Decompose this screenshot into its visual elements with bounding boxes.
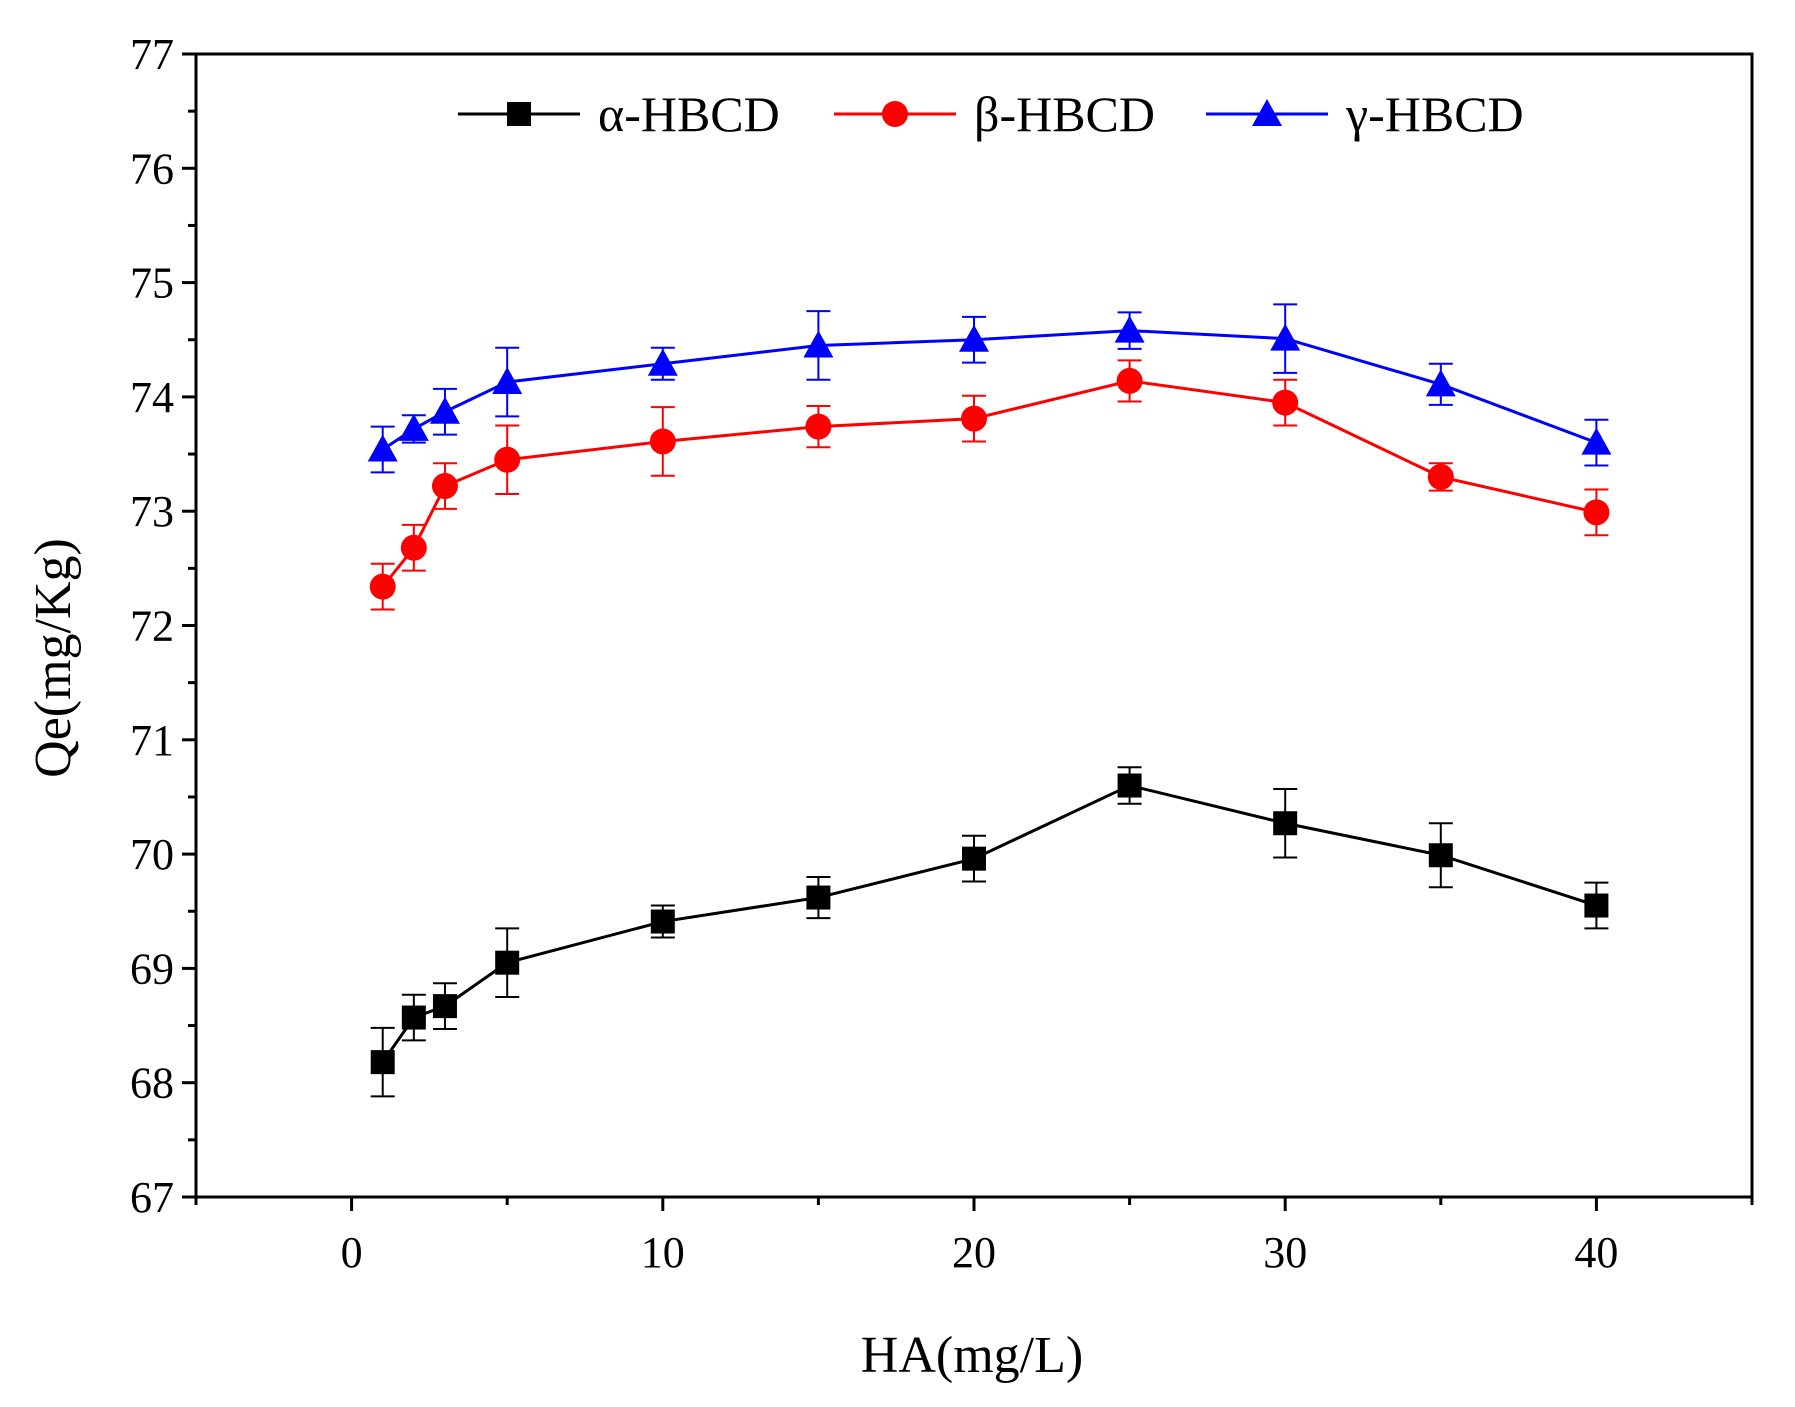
legend-label: α-HBCD [598, 86, 780, 142]
y-tick-label: 71 [130, 716, 174, 765]
data-point [1583, 499, 1610, 526]
series-line [381, 379, 1597, 588]
data-point [1428, 843, 1453, 868]
data-point [1425, 369, 1456, 397]
legend-label: γ-HBCD [1345, 86, 1524, 142]
legend-marker [882, 101, 908, 127]
series-1 [369, 359, 1610, 611]
legend-marker [507, 102, 531, 126]
data-point [649, 428, 676, 455]
data-point [367, 434, 398, 462]
data-point [1581, 427, 1612, 455]
legend-label: β-HBCD [974, 86, 1155, 142]
series-line [381, 783, 1597, 1063]
legend-item-0: α-HBCD [458, 86, 780, 142]
data-point [806, 885, 831, 910]
series-line [381, 329, 1597, 451]
data-point [401, 1005, 426, 1030]
data-point [805, 413, 832, 440]
data-point [959, 324, 989, 352]
y-tick-label: 69 [130, 944, 174, 993]
data-point [432, 994, 457, 1019]
data-point [398, 413, 429, 441]
series-0 [370, 766, 1609, 1098]
series-2 [367, 303, 1612, 474]
data-point [647, 348, 678, 376]
y-tick-label: 68 [130, 1059, 174, 1108]
data-point [650, 909, 675, 934]
data-point [1117, 773, 1142, 798]
plot-frame [194, 52, 1754, 1199]
y-tick-label: 72 [130, 602, 174, 651]
data-point [962, 846, 986, 871]
legend-item-1: β-HBCD [834, 86, 1155, 142]
y-tick-label: 74 [130, 373, 174, 422]
data-point [495, 950, 520, 975]
y-tick-label: 75 [130, 259, 174, 308]
data-point [1584, 893, 1609, 918]
x-tick-label: 30 [1263, 1228, 1307, 1277]
data-point [431, 473, 458, 500]
data-point [370, 1050, 395, 1075]
data-point [803, 330, 834, 358]
legend-marker [1252, 99, 1282, 126]
data-point [1270, 323, 1301, 351]
data-point [1272, 389, 1299, 416]
data-point [400, 534, 427, 561]
x-tick-label: 40 [1574, 1228, 1618, 1277]
data-point [1114, 315, 1145, 343]
data-point [1273, 811, 1298, 836]
data-point [1427, 463, 1454, 490]
data-point [429, 396, 460, 424]
data-point [1116, 367, 1143, 394]
y-tick-label: 67 [130, 1173, 174, 1222]
y-axis-label: Qe(mg/Kg) [25, 538, 82, 778]
x-tick-label: 0 [341, 1228, 363, 1277]
x-tick-label: 20 [952, 1228, 996, 1277]
data-point [492, 367, 523, 395]
y-tick-label: 76 [130, 144, 174, 193]
x-axis-label: HA(mg/L) [861, 1327, 1083, 1384]
data-point [369, 573, 396, 600]
legend-item-2: γ-HBCD [1206, 86, 1524, 142]
y-tick-label: 77 [130, 30, 174, 79]
y-tick-label: 70 [130, 830, 174, 879]
x-tick-label: 10 [641, 1228, 685, 1277]
y-tick-label: 73 [130, 487, 174, 536]
data-point [494, 446, 521, 473]
data-point [961, 405, 987, 432]
